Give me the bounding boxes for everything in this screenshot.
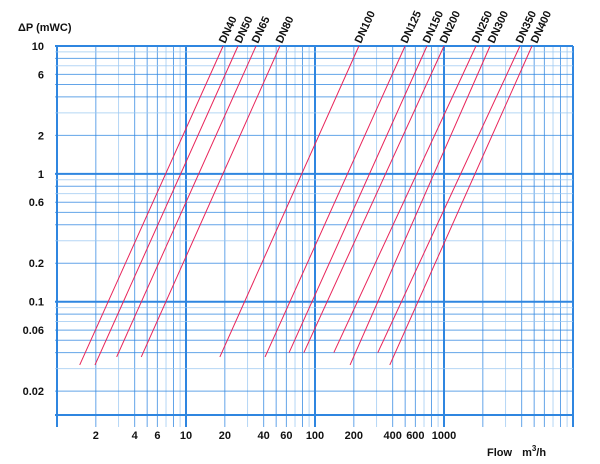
series-line-dn400 — [389, 45, 533, 366]
y-tick-label: 0.06 — [23, 325, 44, 337]
x-tick-label: 40 — [258, 430, 270, 442]
series-line-dn250 — [333, 45, 477, 353]
x-tick-label: 2 — [93, 430, 99, 442]
y-tick-label: 0.6 — [29, 197, 44, 209]
x-tick-label: 20 — [219, 430, 231, 442]
tick-labels: 2 4 6 10 20 40 60 100 200 400 600 1000 10 6 2 1 0.6 0.2 0.… — [23, 41, 457, 442]
x-tick-label: 600 — [406, 430, 424, 442]
series-line-dn125 — [264, 45, 406, 358]
series-label: DN80 — [274, 15, 297, 46]
y-axis-label: ΔP (mWC) — [18, 22, 72, 34]
x-axis-unit-tail: /h — [536, 447, 546, 459]
series-line-dn150 — [288, 45, 428, 353]
series-line-dn50 — [94, 45, 239, 366]
series-line-dn65 — [116, 45, 257, 358]
series-label: DN100 — [353, 9, 378, 45]
series-line-dn100 — [219, 45, 360, 358]
y-tick-label: 0.1 — [29, 297, 44, 309]
y-tick-label: 2 — [38, 130, 44, 142]
x-axis-unit-base: m — [522, 447, 532, 459]
x-axis-label: Flow m3/h — [487, 444, 546, 459]
series-line-dn350 — [377, 45, 521, 353]
y-tick-label: 1 — [38, 169, 44, 181]
x-axis-unit-sup: 3 — [532, 444, 537, 453]
x-tick-label: 400 — [383, 430, 401, 442]
series-line-dn300 — [349, 45, 491, 366]
series-line-dn200 — [303, 45, 445, 353]
x-tick-label: 4 — [132, 430, 139, 442]
x-axis-label-text: Flow — [487, 447, 512, 459]
series-line-dn40 — [79, 45, 224, 366]
y-tick-label: 10 — [32, 41, 44, 53]
x-tick-label: 6 — [154, 430, 160, 442]
x-tick-label: 100 — [306, 430, 324, 442]
y-tick-label: 0.2 — [29, 258, 44, 270]
x-tick-label: 200 — [345, 430, 363, 442]
series-line-dn80 — [140, 45, 281, 358]
x-tick-label: 10 — [180, 430, 192, 442]
y-tick-label: 6 — [38, 69, 44, 81]
y-tick-label: 0.02 — [23, 386, 44, 398]
x-tick-label: 1000 — [432, 430, 456, 442]
grid — [55, 45, 574, 427]
x-tick-label: 60 — [280, 430, 292, 442]
